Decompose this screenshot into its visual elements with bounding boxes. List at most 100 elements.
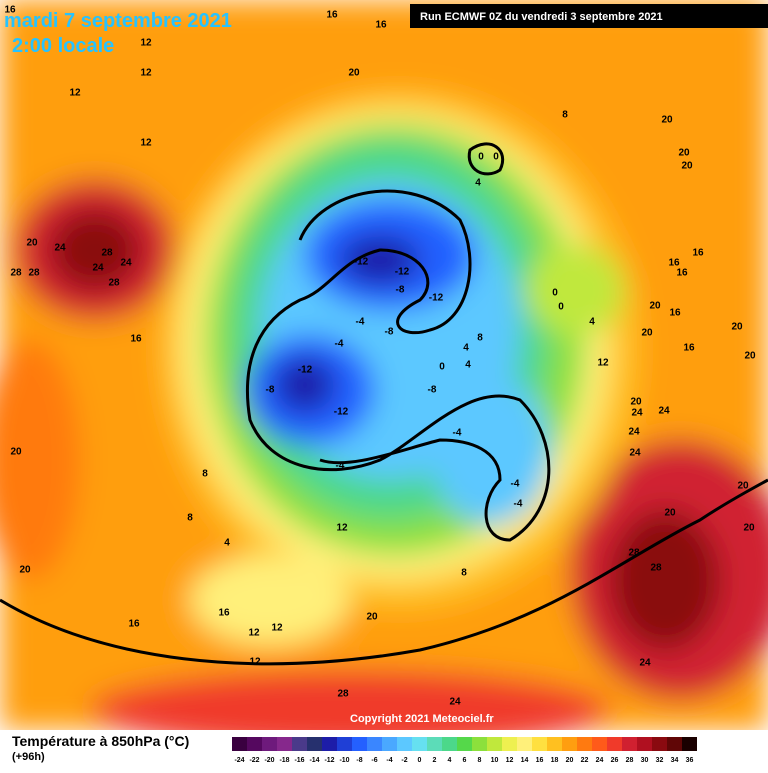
colorbar-box bbox=[502, 737, 517, 751]
contour-label: -4 bbox=[453, 428, 462, 439]
contour-label: 20 bbox=[731, 322, 743, 333]
contour-label: -8 bbox=[266, 385, 275, 396]
colorbar-label: 16 bbox=[536, 757, 544, 764]
colorbar-label: 20 bbox=[566, 757, 574, 764]
contour-label: 24 bbox=[628, 427, 640, 438]
contour-label: 20 bbox=[737, 481, 749, 492]
contour-label: 8 bbox=[187, 513, 193, 524]
contour-label: -12 bbox=[429, 293, 444, 304]
colorbar-label: 10 bbox=[491, 757, 499, 764]
colorbar-box bbox=[622, 737, 637, 751]
contour-label: 16 bbox=[128, 619, 140, 630]
colorbar-label: 2 bbox=[433, 757, 437, 764]
colorbar-box bbox=[667, 737, 682, 751]
colorbar-box bbox=[307, 737, 322, 751]
contour-label: 12 bbox=[140, 138, 152, 149]
colorbar-box bbox=[562, 737, 577, 751]
colorbar-label: 0 bbox=[418, 757, 422, 764]
colorbar-label: 28 bbox=[626, 757, 634, 764]
date-text: mardi 7 septembre 2021 bbox=[4, 10, 232, 32]
contour-label: 28 bbox=[337, 689, 349, 700]
colorbar-label: -14 bbox=[309, 757, 319, 764]
contour-label: -8 bbox=[428, 385, 437, 396]
contour-label: 0 bbox=[439, 362, 445, 373]
contour-label: -12 bbox=[334, 407, 349, 418]
temperature-field bbox=[0, 0, 768, 750]
colorbar-box bbox=[472, 737, 487, 751]
colorbar-label: 12 bbox=[506, 757, 514, 764]
contour-label: 28 bbox=[650, 563, 662, 574]
colorbar-box bbox=[352, 737, 367, 751]
contour-label: -12 bbox=[395, 267, 410, 278]
contour-label: 16 bbox=[692, 248, 704, 259]
contour-label: 16 bbox=[375, 20, 387, 31]
contour-label: 0 bbox=[493, 152, 499, 163]
colorbar-box bbox=[382, 737, 397, 751]
colorbar-box bbox=[412, 737, 427, 751]
contour-label: 8 bbox=[461, 568, 467, 579]
contour-label: 16 bbox=[676, 268, 688, 279]
contour-label: 20 bbox=[630, 397, 642, 408]
colorbar-box bbox=[577, 737, 592, 751]
colorbar-label: -4 bbox=[386, 757, 392, 764]
contour-label: 4 bbox=[224, 538, 230, 549]
colorbar-label: -12 bbox=[324, 757, 334, 764]
contour-label: 16 bbox=[130, 334, 142, 345]
contour-label: -12 bbox=[298, 365, 313, 376]
colorbar-box bbox=[532, 737, 547, 751]
contour-label: 12 bbox=[140, 38, 152, 49]
contour-label: 24 bbox=[54, 243, 66, 254]
contour-label: 24 bbox=[92, 263, 104, 274]
colorbar-box bbox=[397, 737, 412, 751]
colorbar-label: -10 bbox=[339, 757, 349, 764]
contour-label: 16 bbox=[668, 258, 680, 269]
legend-title: Température à 850hPa (°C) bbox=[12, 733, 189, 749]
contour-label: 24 bbox=[449, 697, 461, 708]
contour-label: 20 bbox=[10, 447, 22, 458]
colorbar-box bbox=[247, 737, 262, 751]
run-box bbox=[410, 4, 768, 28]
colorbar-box bbox=[637, 737, 652, 751]
colorbar-box bbox=[517, 737, 532, 751]
colorbar-box bbox=[592, 737, 607, 751]
colorbar-label: -20 bbox=[264, 757, 274, 764]
colorbar-label: 4 bbox=[448, 757, 452, 764]
contour-label: 28 bbox=[101, 248, 113, 259]
contour-label: 24 bbox=[629, 448, 641, 459]
colorbar-label: 30 bbox=[641, 757, 649, 764]
colorbar-label: -16 bbox=[294, 757, 304, 764]
contour-label: 24 bbox=[631, 408, 643, 419]
colorbar-label: -8 bbox=[356, 757, 362, 764]
contour-label: 4 bbox=[475, 178, 481, 189]
colorbar-box bbox=[487, 737, 502, 751]
contour-label: 20 bbox=[366, 612, 378, 623]
run-text: Run ECMWF 0Z du vendredi 3 septembre 202… bbox=[420, 11, 663, 23]
contour-label: 20 bbox=[664, 508, 676, 519]
contour-label: 20 bbox=[743, 523, 755, 534]
contour-label: 16 bbox=[683, 343, 695, 354]
colorbar-box bbox=[232, 737, 247, 751]
contour-label: 12 bbox=[249, 657, 261, 668]
zero-contour bbox=[245, 189, 551, 542]
contour-label: 20 bbox=[744, 351, 756, 362]
contour-label: 0 bbox=[478, 152, 484, 163]
contour-label: 20 bbox=[649, 301, 661, 312]
contour-label: 8 bbox=[562, 110, 568, 121]
colorbar-label: 34 bbox=[671, 757, 679, 764]
contour-label: 16 bbox=[218, 608, 230, 619]
colorbar-label: -6 bbox=[371, 757, 377, 764]
colorbar-label: 32 bbox=[656, 757, 664, 764]
contour-label: 24 bbox=[120, 258, 132, 269]
contour-label: 28 bbox=[10, 268, 22, 279]
time-text: 2:00 locale bbox=[12, 35, 114, 57]
contour-label: 4 bbox=[465, 360, 471, 371]
contour-label: 16 bbox=[669, 308, 681, 319]
colorbar-label: 6 bbox=[463, 757, 467, 764]
contour-label: 24 bbox=[658, 406, 670, 417]
contour-label: 20 bbox=[19, 565, 31, 576]
colorbar-label: -24 bbox=[234, 757, 244, 764]
contour-label: 20 bbox=[348, 68, 360, 79]
contour-island bbox=[467, 142, 505, 176]
contour-label: -8 bbox=[396, 285, 405, 296]
